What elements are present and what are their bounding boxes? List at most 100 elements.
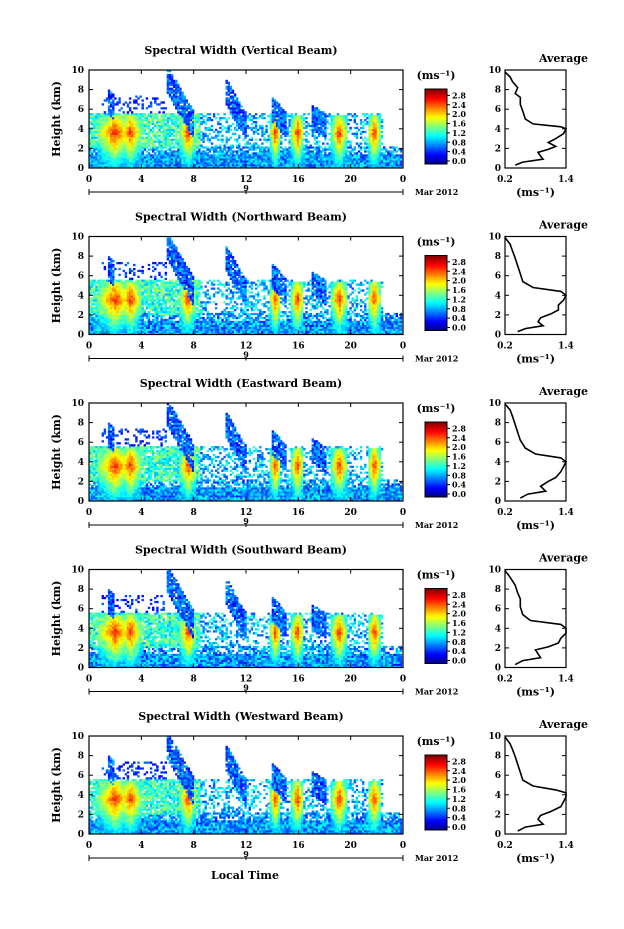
heatmap-cell (204, 150, 207, 153)
heatmap-cell (191, 160, 195, 163)
heatmap-cell (126, 142, 130, 145)
heatmap-cell (332, 121, 335, 124)
heatmap-cell (105, 128, 109, 132)
heatmap-cell (210, 164, 214, 167)
heatmap-cell (126, 332, 130, 335)
heatmap-cell (301, 166, 304, 169)
heatmap-cell (299, 156, 302, 159)
heatmap-cell (328, 138, 331, 141)
heatmap-cell (351, 166, 354, 169)
heatmap-cell (135, 299, 138, 302)
heatmap-cell (198, 144, 201, 147)
heatmap-cell (328, 113, 331, 116)
heatmap-cell (126, 316, 130, 320)
heatmap-cell (336, 119, 340, 122)
heatmap-cell (238, 156, 241, 159)
heatmap-cell (284, 156, 287, 159)
heatmap-cell (95, 166, 98, 169)
heatmap-cell (89, 289, 92, 292)
heatmap-cell (305, 117, 308, 120)
heatmap-cell (95, 305, 98, 308)
heatmap-cell (156, 328, 159, 331)
heatmap-cell (231, 89, 235, 92)
heatmap-cell (336, 124, 340, 128)
heatmap-cell (185, 136, 188, 139)
heatmap-cell (374, 117, 377, 120)
heatmap-cell (89, 113, 92, 116)
heatmap-cell (95, 324, 98, 327)
heatmap-cell (303, 119, 306, 122)
heatmap-cell (118, 314, 121, 318)
heatmap-cell (273, 160, 277, 163)
heatmap-cell (200, 158, 203, 161)
heatmap-cell (156, 126, 159, 130)
heatmap-cell (332, 148, 335, 151)
heatmap-cell (154, 328, 157, 331)
heatmap-cell (133, 307, 136, 310)
heatmap-cell (240, 148, 243, 151)
heatmap-cell (158, 305, 161, 308)
heatmap-cell (280, 128, 283, 132)
heatmap-cell (179, 113, 182, 116)
heatmap-cell (126, 111, 130, 114)
heatmap-cell (307, 113, 310, 116)
heatmap-cell (229, 111, 233, 114)
heatmap-cell (105, 122, 109, 126)
heatmap-cell (185, 164, 188, 167)
heatmap-cell (242, 113, 245, 116)
heatmap-cell (126, 312, 130, 316)
heatmap-cell (135, 281, 138, 284)
heatmap-cell (107, 93, 111, 96)
heatmap-cell (336, 117, 340, 120)
heatmap-cell (229, 150, 233, 153)
heatmap-cell (238, 150, 241, 153)
heatmap-cell (244, 122, 247, 126)
heatmap-cell (338, 126, 342, 130)
heatmap-cell (116, 303, 119, 306)
heatmap-cell (181, 132, 184, 135)
heatmap-cell (89, 287, 92, 290)
heatmap-cell (103, 134, 107, 137)
heatmap-cell (137, 303, 140, 306)
heatmap-cell (118, 324, 121, 327)
heatmap-cell (185, 162, 188, 165)
heatmap-cell (110, 152, 113, 155)
heatmap-cell (139, 291, 142, 294)
heatmap-cell (191, 138, 195, 141)
heatmap-cell (395, 166, 398, 169)
heatmap-cell (154, 314, 157, 318)
heatmap-cell (349, 144, 352, 147)
heatmap-cell (158, 144, 161, 147)
heatmap-cell (158, 330, 161, 333)
heatmap-cell (286, 164, 289, 167)
heatmap-cell (378, 154, 382, 157)
heatmap-cell (315, 162, 319, 165)
heatmap-cell (229, 103, 233, 106)
heatmap-cell (229, 162, 233, 165)
heatmap-cell (152, 142, 155, 145)
heatmap-cell (252, 146, 256, 149)
heatmap-cell (110, 263, 113, 267)
heatmap-cell (248, 142, 251, 145)
heatmap-cell (357, 154, 361, 157)
heatmap-cell (185, 146, 188, 149)
heatmap-cell (168, 79, 172, 83)
heatmap-cell (267, 152, 270, 155)
heatmap-cell (261, 162, 264, 165)
heatmap-cell (112, 277, 115, 280)
heatmap-cell (271, 113, 275, 116)
heatmap-cell (156, 146, 159, 149)
heatmap-cell (158, 128, 161, 132)
heatmap-cell (278, 111, 281, 114)
heatmap-cell (175, 307, 178, 310)
heatmap-cell (345, 140, 348, 143)
heatmap-cell (175, 269, 178, 273)
heatmap-cell (397, 164, 401, 167)
heatmap-cell (133, 156, 136, 159)
heatmap-cell (175, 250, 178, 253)
heatmap-cell (160, 107, 163, 110)
heatmap-cell (89, 318, 92, 322)
heatmap-cell (248, 138, 251, 141)
heatmap-cell (93, 293, 96, 296)
heatmap-cell (95, 156, 98, 159)
